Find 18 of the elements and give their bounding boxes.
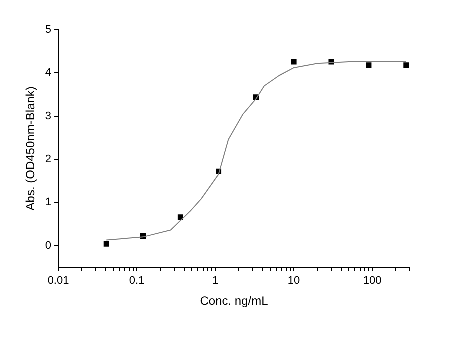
point [404,62,410,68]
y-tick-label: 1 [45,196,52,209]
y-tick-label: 2 [45,154,52,166]
y-axis-title: Abs. (OD450nm-Blank) [24,86,38,211]
x-tick-label: 1 [212,275,219,288]
y-tick-label: 3 [45,110,52,122]
x-tick-label: 0.1 [129,275,145,288]
point [366,62,372,68]
y-tick-label: 4 [45,67,52,80]
y-tick-label: 0 [45,240,52,252]
x-tick-label: 0.01 [48,275,70,288]
point [104,241,110,247]
x-tick-label: 100 [363,275,382,288]
point [178,214,184,220]
x-tick-label: 10 [288,275,300,288]
x-axis-title: Conc. ng/mL [200,294,269,308]
y-tick-label: 5 [45,24,52,36]
point [291,59,297,65]
